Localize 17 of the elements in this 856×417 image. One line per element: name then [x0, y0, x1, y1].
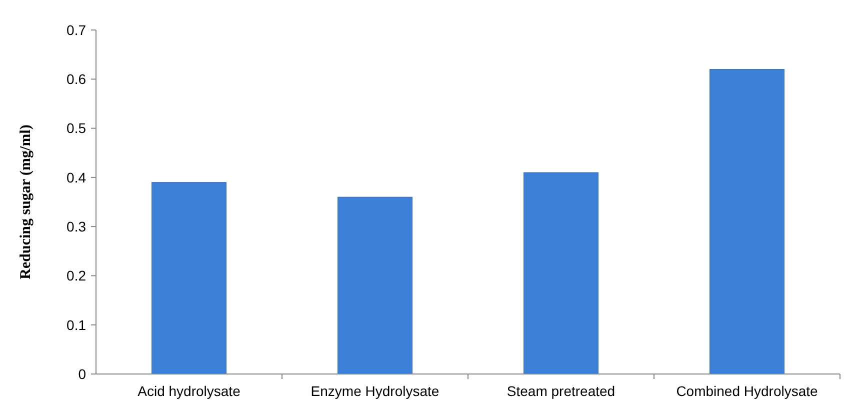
y-tick-label: 0.3 — [66, 218, 86, 234]
bar — [338, 196, 412, 374]
y-tick-label: 0.7 — [66, 22, 86, 38]
bar — [524, 172, 598, 374]
y-tick-label: 0.1 — [66, 316, 86, 333]
y-tick-label: 0.5 — [66, 120, 86, 136]
y-axis-title: Reducing sugar (mg/ml) — [18, 124, 34, 280]
bar — [710, 69, 784, 374]
x-tick-label: Steam pretreated — [506, 383, 616, 399]
bar — [152, 182, 226, 374]
x-tick-label: Acid hydrolysate — [138, 383, 241, 399]
x-tick-label: Enzyme Hydrolysate — [310, 383, 440, 399]
y-tick-label: 0.2 — [66, 268, 86, 284]
y-tick-label: 0.6 — [66, 71, 86, 88]
x-tick-label: Combined Hydrolysate — [676, 383, 818, 399]
y-tick-label: 0 — [78, 366, 86, 382]
y-tick-label: 0.4 — [66, 169, 86, 186]
